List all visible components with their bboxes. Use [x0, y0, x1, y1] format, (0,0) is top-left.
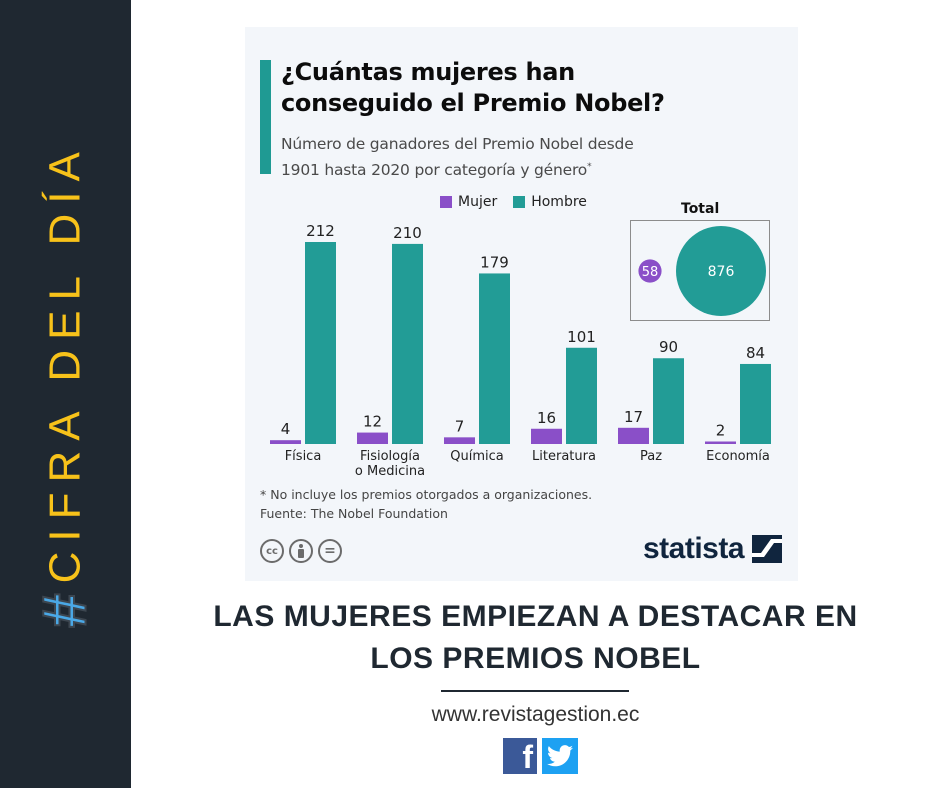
data-label-mujer-2: 7 — [455, 417, 465, 435]
subtitle-line-1: Número de ganadores del Premio Nobel des… — [281, 135, 634, 153]
bar-mujer-0 — [270, 440, 301, 444]
bar-mujer-5 — [705, 441, 736, 444]
data-label-mujer-4: 17 — [624, 408, 643, 426]
x-tick-label-3: Literatura — [532, 449, 596, 464]
title-accent-bar — [260, 60, 271, 174]
social-links: f — [503, 738, 578, 774]
data-label-hombre-4: 90 — [659, 338, 678, 356]
x-tick-label-5: Economía — [706, 449, 770, 464]
data-label-mujer-1: 12 — [363, 413, 382, 431]
statista-wordmark: statista — [643, 532, 745, 565]
bar-hombre-2 — [479, 273, 510, 444]
data-label-hombre-3: 101 — [567, 328, 596, 346]
legend-item-mujer: Mujer — [440, 194, 497, 210]
nd-icon[interactable]: = — [318, 539, 342, 563]
chart-legend: Mujer Hombre — [440, 194, 587, 210]
total-box — [630, 220, 770, 321]
bar-mujer-1 — [357, 432, 388, 444]
infographic-card: ¿Cuántas mujeres han conseguido el Premi… — [245, 27, 798, 581]
data-label-mujer-0: 4 — [281, 420, 291, 438]
total-hombre-bubble — [676, 226, 766, 316]
legend-swatch-mujer — [440, 196, 452, 208]
statista-brand[interactable]: statista — [643, 532, 783, 566]
statista-logo-icon — [752, 535, 783, 563]
bar-hombre-3 — [566, 347, 597, 444]
subtitle-line-2: 1901 hasta 2020 por categoría y género — [281, 161, 588, 180]
sidebar-label: # CIFRA DEL DÍA — [30, 142, 101, 629]
sidebar: # CIFRA DEL DÍA — [0, 0, 131, 788]
website-link[interactable]: www.revistagestion.ec — [431, 703, 640, 726]
title-line-2: conseguido el Premio Nobel? — [281, 89, 665, 117]
hashtag-icon: # — [30, 592, 101, 628]
total-mujer-label: 58 — [642, 265, 659, 280]
legend-swatch-hombre — [513, 196, 526, 208]
x-tick-label-1: Fisiología — [360, 449, 420, 464]
data-label-hombre-2: 179 — [480, 253, 509, 271]
x-tick-label-2: Química — [450, 449, 503, 464]
chart-title: ¿Cuántas mujeres han conseguido el Premi… — [281, 57, 665, 119]
bar-hombre-4 — [653, 358, 684, 444]
data-label-hombre-0: 212 — [306, 222, 335, 240]
bar-mujer-4 — [618, 427, 649, 444]
headline-line-2: LOS PREMIOS NOBEL — [370, 642, 701, 675]
license-icons: cc = — [260, 539, 342, 563]
x-tick-label-1-line2: o Medicina — [355, 464, 425, 479]
subtitle-footnote-mark: * — [587, 162, 592, 172]
source-text: Fuente: The Nobel Foundation — [260, 506, 448, 521]
by-icon[interactable] — [289, 539, 313, 563]
twitter-icon[interactable] — [542, 738, 578, 774]
x-tick-label-4: Paz — [640, 449, 662, 464]
cifra-del-dia-label: CIFRA DEL DÍA — [40, 142, 89, 584]
total-hombre-label: 876 — [708, 264, 735, 280]
legend-label-hombre: Hombre — [531, 194, 587, 210]
footnote: * No incluye los premios otorgados a org… — [260, 485, 592, 523]
bar-hombre-5 — [740, 363, 771, 444]
bar-mujer-3 — [531, 428, 562, 444]
data-label-hombre-1: 210 — [393, 224, 422, 242]
data-label-mujer-3: 16 — [537, 409, 556, 427]
bar-mujer-2 — [444, 437, 475, 444]
bar-hombre-1 — [392, 243, 423, 444]
data-label-mujer-5: 2 — [716, 422, 726, 440]
data-label-hombre-5: 84 — [746, 344, 765, 362]
total-mujer-bubble — [638, 259, 662, 283]
total-title: Total — [681, 201, 720, 217]
chart-subtitle: Número de ganadores del Premio Nobel des… — [281, 133, 634, 182]
x-tick-label-0: Física — [285, 449, 322, 464]
headline-line-1: LAS MUJERES EMPIEZAN A DESTACAR EN — [213, 600, 858, 633]
title-line-1: ¿Cuántas mujeres han — [281, 58, 575, 86]
headline: LAS MUJERES EMPIEZAN A DESTACAR EN LOS P… — [131, 596, 940, 680]
divider — [441, 690, 629, 692]
legend-item-hombre: Hombre — [513, 194, 587, 210]
facebook-icon[interactable]: f — [503, 738, 537, 774]
legend-label-mujer: Mujer — [458, 194, 498, 210]
bar-hombre-0 — [305, 242, 336, 444]
footnote-text: * No incluye los premios otorgados a org… — [260, 487, 593, 502]
cc-icon[interactable]: cc — [260, 539, 284, 563]
